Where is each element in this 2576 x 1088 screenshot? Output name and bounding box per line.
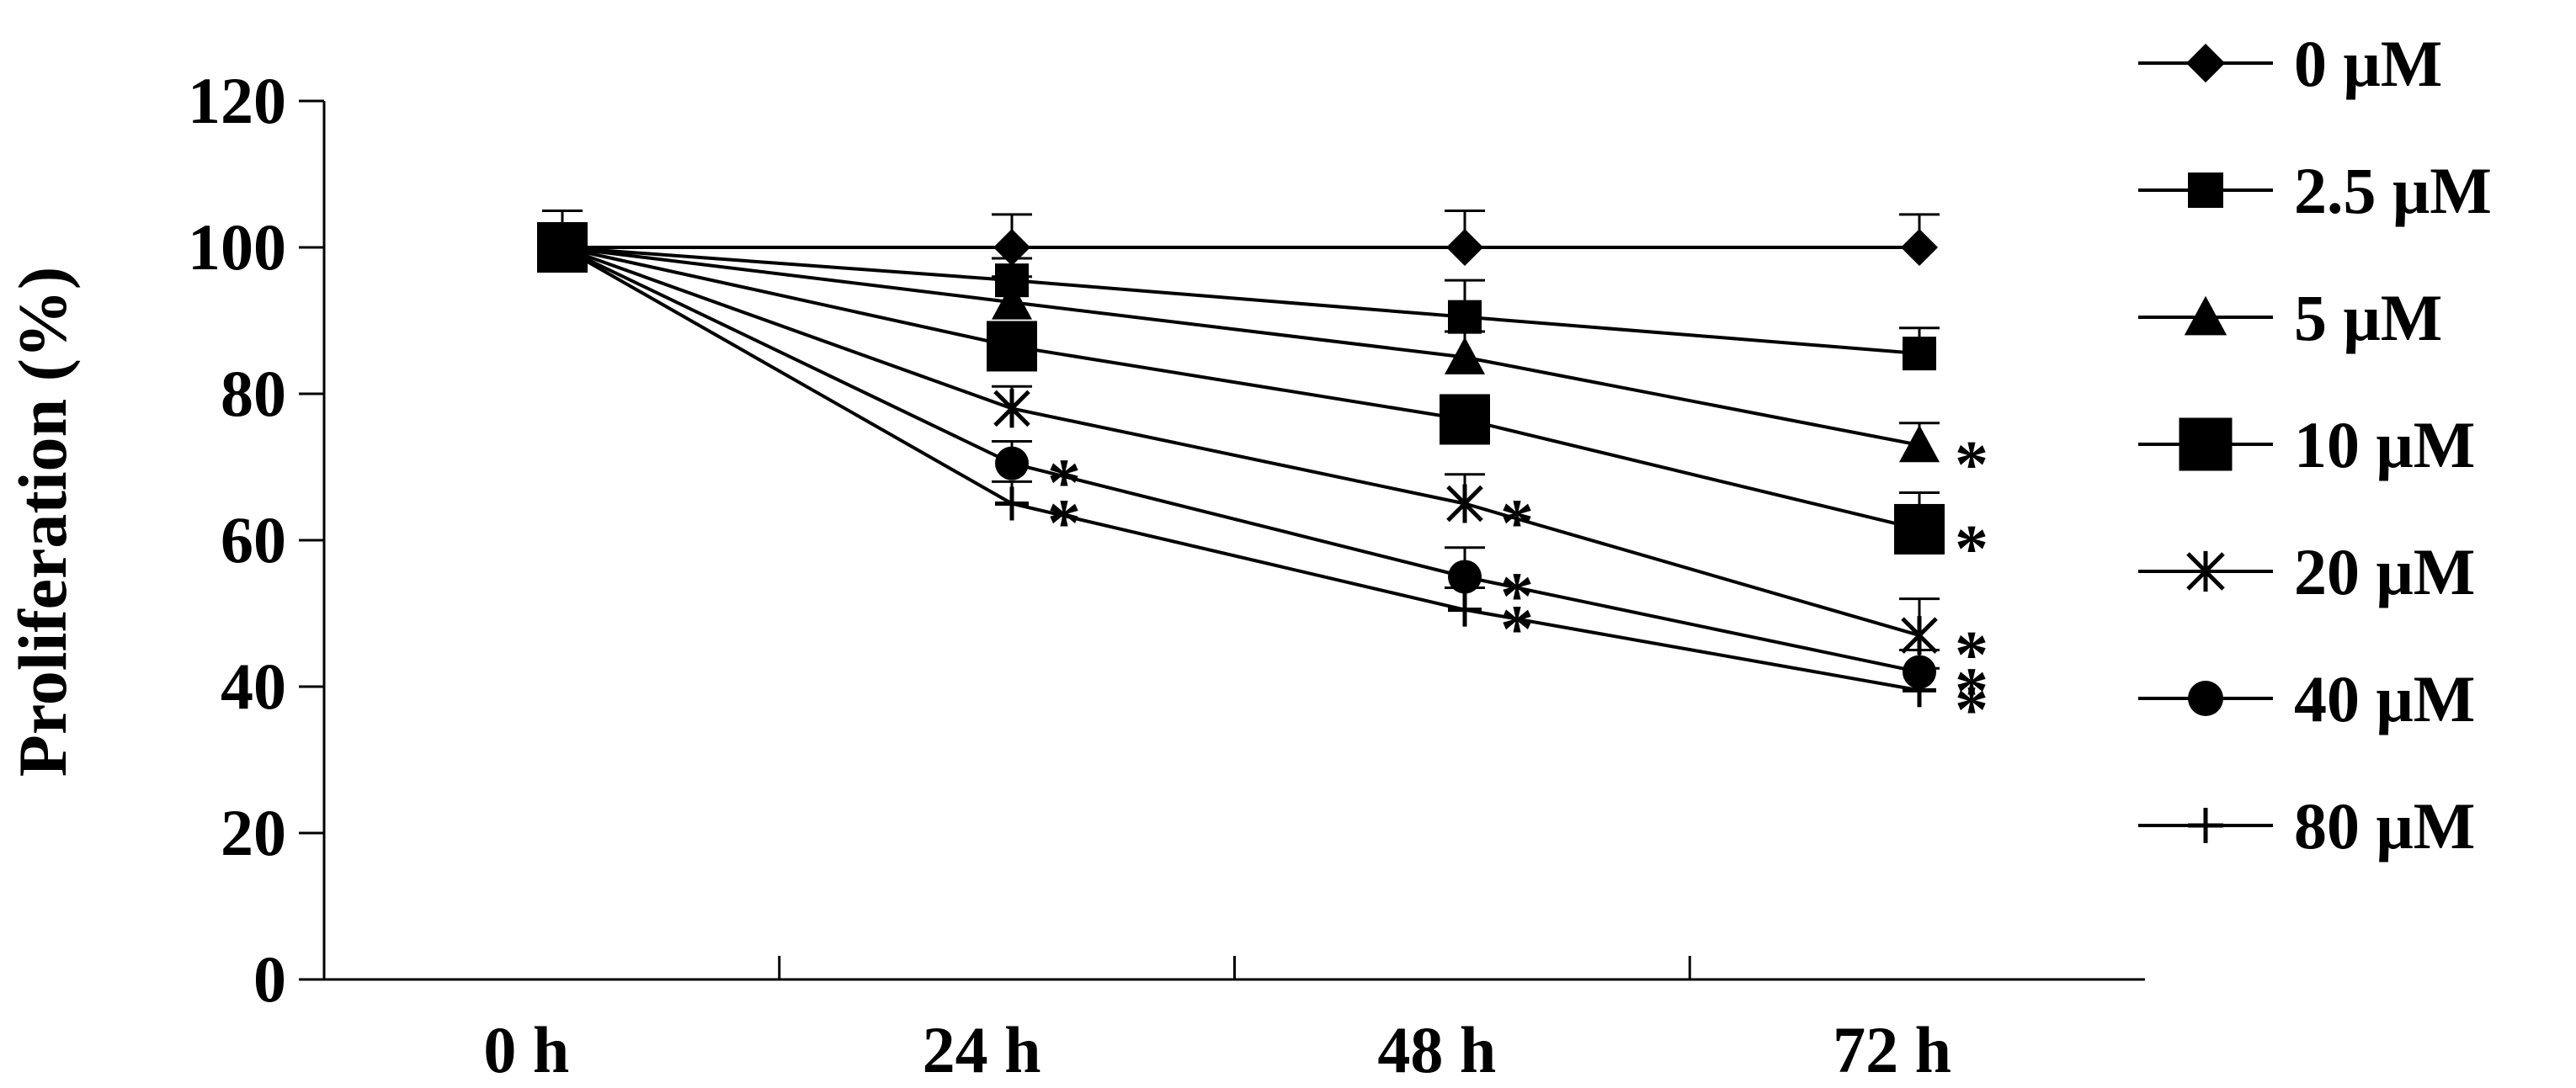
axes: 0 20 40 60 80 100 120 0 h 24 h 48 h 72 h — [188, 64, 2145, 1086]
legend-marker-square-large — [2179, 417, 2233, 471]
legend-label: 10 μM — [2294, 408, 2475, 481]
marker-triangle — [1445, 337, 1485, 374]
legend-marker-square-small — [2188, 172, 2223, 208]
error-bars — [542, 210, 1940, 691]
marker-asterisk — [1901, 616, 1938, 655]
x-tick-label: 72 h — [1833, 1013, 1951, 1086]
marker-asterisk — [1446, 484, 1483, 523]
legend-label: 2.5 μM — [2294, 154, 2492, 227]
legend-label: 0 μM — [2294, 27, 2442, 100]
y-tick-label: 0 — [253, 942, 286, 1016]
y-axis-title: Proliferation (%) — [4, 267, 81, 777]
significance-mark: * — [1955, 618, 1988, 693]
significance-mark: * — [1047, 447, 1081, 521]
y-tick-label: 100 — [188, 210, 286, 284]
legend-label: 20 μM — [2294, 535, 2475, 608]
marker-square-small — [1903, 337, 1936, 371]
legend-marker-circle — [2188, 681, 2223, 716]
series-lines — [562, 246, 1920, 693]
legend-label: 40 μM — [2294, 662, 2475, 735]
y-tick-label: 20 — [221, 796, 286, 869]
marker-diamond — [993, 229, 1030, 266]
significance-mark: * — [1955, 428, 1988, 502]
legend-marker-plus — [2188, 808, 2223, 843]
marker-diamond — [1901, 229, 1938, 266]
marker-plus — [995, 486, 1029, 521]
marker-square-large — [1894, 503, 1945, 555]
series-line-2 — [562, 246, 1920, 447]
marker-triangle — [992, 282, 1032, 320]
marker-circle — [1448, 560, 1482, 594]
series-line-1 — [562, 246, 1920, 356]
significance-mark: * — [1047, 487, 1081, 561]
y-tick-label: 60 — [221, 503, 286, 576]
significance-mark: * — [1500, 560, 1534, 634]
marker-plus — [1448, 592, 1482, 627]
significance-mark: * — [1955, 673, 1988, 747]
series-line-6 — [562, 246, 1920, 693]
legend-marker-triangle — [2184, 295, 2227, 336]
x-tick-label: 48 h — [1377, 1013, 1496, 1086]
series-markers — [537, 222, 1945, 708]
marker-asterisk — [993, 389, 1030, 428]
x-tick-label: 0 h — [483, 1013, 569, 1086]
legend-marker-asterisk — [2186, 550, 2225, 592]
legend-marker-diamond — [2185, 43, 2226, 83]
marker-circle — [995, 446, 1029, 480]
y-tick-label: 40 — [221, 650, 286, 723]
series-line-5 — [562, 246, 1920, 674]
significance-mark: * — [1500, 487, 1534, 561]
marker-square-small — [1448, 300, 1482, 334]
y-tick-label: 120 — [188, 64, 286, 137]
series-line-4 — [562, 246, 1920, 638]
marker-circle — [1903, 655, 1936, 689]
marker-square-large — [1440, 394, 1490, 445]
legend: 0 μM 2.5 μM 5 μM 10 μM 20 μM 40 μM 80 μM — [2138, 27, 2492, 862]
legend-label: 80 μM — [2294, 789, 2475, 862]
series-line-3 — [562, 246, 1920, 531]
significance-mark: * — [1955, 655, 1988, 730]
marker-square-large — [987, 321, 1037, 372]
significance-mark: * — [1955, 512, 1988, 586]
marker-triangle — [1899, 424, 1940, 463]
y-tick-label: 80 — [221, 357, 286, 430]
x-tick-label: 24 h — [923, 1013, 1041, 1086]
significance-mark: * — [1500, 593, 1534, 667]
legend-label: 5 μM — [2294, 281, 2442, 354]
significance-marks: ********** — [1047, 428, 1988, 747]
marker-plus — [1903, 673, 1936, 708]
marker-plus — [546, 231, 579, 264]
marker-diamond — [1446, 229, 1483, 266]
